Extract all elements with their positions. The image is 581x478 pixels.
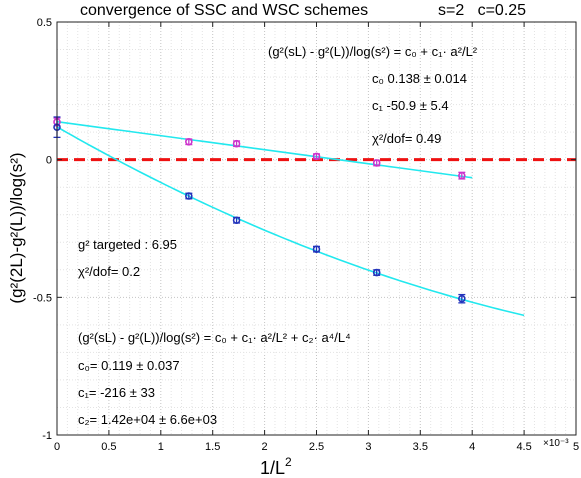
x-tick-label: 2.5 [309, 441, 324, 453]
data-point-series-1 [312, 152, 321, 161]
targeted-coupling: g² targeted : 6.95 [78, 237, 177, 252]
fit1-c0: c₀ 0.138 ± 0.014 [372, 71, 467, 86]
y-tick-label: 0 [46, 155, 52, 167]
data-point-series-2 [372, 268, 381, 277]
fit2-formula: (g²(sL) - g²(L))/log(s²) = c₀ + c₁· a²/L… [78, 330, 351, 345]
x-tick-label: 3 [365, 441, 371, 453]
x-tick-label: 4 [469, 441, 475, 453]
data-point-series-1 [185, 137, 193, 146]
fit-curves [56, 120, 525, 317]
x-tick-label: 0 [54, 441, 60, 453]
x-tick-label: 1.5 [205, 441, 220, 453]
x-tick-label: 0.5 [101, 441, 116, 453]
fit-curve-2 [56, 126, 525, 317]
ticks: 0 0.5 1 1.5 2 2.5 3 3.5 4 4.5 5 -1 -0.5 0 0.5 [33, 17, 579, 453]
chart-title-params: s=2 c=0.25 [438, 2, 526, 19]
data-point-series-1 [372, 159, 381, 167]
data-point-series-2 [458, 294, 466, 303]
fit2-c2: c₂= 1.42e+04 ± 6.6e+03 [78, 412, 217, 427]
x-tick-label: 1 [158, 441, 164, 453]
x-axis-label: 1/L2 [260, 455, 292, 478]
data-point-series-1 [458, 171, 466, 180]
fit2-chi2: χ²/dof= 0.2 [78, 264, 140, 279]
y-tick-label: 0.5 [37, 17, 52, 29]
y-tick-label: -0.5 [33, 292, 52, 304]
fit2-c1: c₁= -216 ± 33 [78, 385, 155, 400]
fit1-c1: c₁ -50.9 ± 5.4 [372, 98, 449, 113]
fit-curve-1 [56, 120, 473, 179]
fit1-formula: (g²(sL) - g²(L))/log(s²) = c₀ + c₁· a²/L… [268, 44, 478, 59]
chart-title: convergence of SSC and WSC schemes [80, 2, 368, 19]
grid [56, 21, 577, 436]
x-tick-label: 3.5 [413, 441, 428, 453]
data-point-series-1 [232, 139, 241, 148]
fit1-chi2: χ²/dof= 0.49 [372, 131, 441, 146]
y-axis-label: (g²(2L)-g²(L))/log(s²) [7, 152, 26, 303]
fit2-c0: c₀= 0.119 ± 0.037 [78, 358, 180, 373]
y-tick-label: -1 [42, 430, 52, 442]
x-tick-label: 2 [262, 441, 268, 453]
data-point-series-2 [185, 192, 193, 200]
data-point-series-2 [312, 245, 321, 253]
data-point-series-2 [232, 216, 241, 225]
x-axis-multiplier: ×10⁻³ [543, 438, 569, 449]
x-tick-label: 4.5 [516, 441, 531, 453]
x-tick-label: 5 [573, 441, 579, 453]
